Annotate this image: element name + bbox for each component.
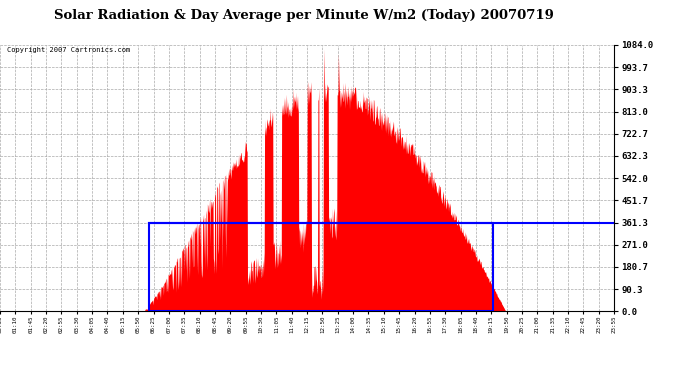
Bar <box>149 222 493 311</box>
Text: Solar Radiation & Day Average per Minute W/m2 (Today) 20070719: Solar Radiation & Day Average per Minute… <box>54 9 553 22</box>
Text: Copyright 2007 Cartronics.com: Copyright 2007 Cartronics.com <box>7 47 130 53</box>
